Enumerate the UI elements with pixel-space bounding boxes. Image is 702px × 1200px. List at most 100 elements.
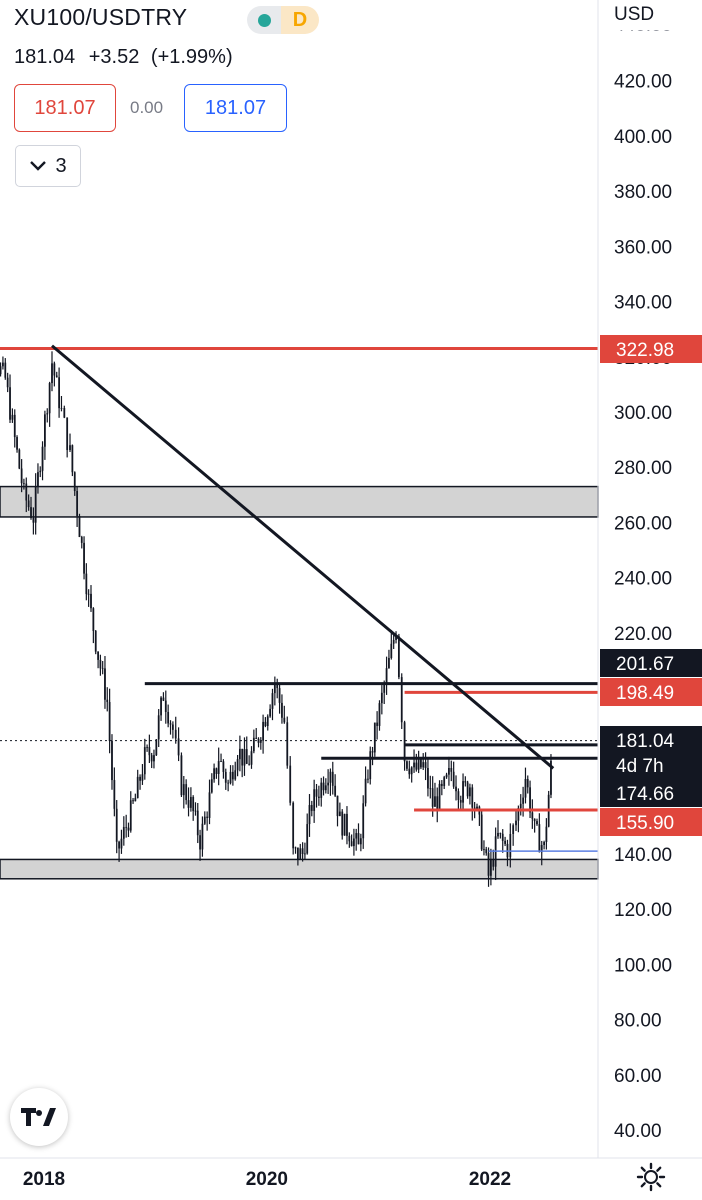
candle-body bbox=[531, 812, 534, 819]
candle-body bbox=[115, 808, 118, 842]
candle-body bbox=[180, 755, 183, 796]
candle-body bbox=[364, 778, 367, 804]
candle-body bbox=[78, 516, 81, 538]
candle-body bbox=[324, 785, 327, 791]
candle-body bbox=[417, 758, 420, 770]
candle-body bbox=[286, 722, 289, 766]
candle-body bbox=[427, 768, 429, 789]
candle-body bbox=[415, 762, 418, 770]
candle-body bbox=[317, 796, 320, 798]
candle-body bbox=[141, 774, 144, 781]
candle-body bbox=[0, 366, 2, 375]
candle-body bbox=[136, 776, 139, 798]
candle-body bbox=[378, 703, 381, 726]
candle-body bbox=[334, 785, 337, 796]
candle-body bbox=[392, 639, 395, 644]
candle-body bbox=[46, 413, 49, 415]
candle-body bbox=[113, 780, 116, 809]
candle-body bbox=[250, 751, 253, 765]
candle-body bbox=[262, 721, 264, 741]
candle-body bbox=[355, 833, 358, 839]
buy-button[interactable]: 181.07 bbox=[184, 84, 287, 132]
interval-badge[interactable]: D bbox=[281, 6, 319, 34]
price-axis-tick: 40.00 bbox=[614, 1121, 662, 1142]
sell-button[interactable]: 181.07 bbox=[14, 84, 116, 132]
candle-body bbox=[385, 668, 388, 685]
time-axis-tick: 2022 bbox=[469, 1169, 511, 1190]
candle-body bbox=[162, 697, 165, 701]
candle-body bbox=[408, 768, 411, 775]
candle-body bbox=[160, 697, 162, 716]
candle-body bbox=[271, 693, 274, 709]
candle-body bbox=[436, 796, 439, 809]
candle-body bbox=[301, 848, 304, 854]
currency-label-bg bbox=[604, 0, 702, 30]
price-tag-label-5: 174.66 bbox=[616, 784, 674, 805]
candle-body bbox=[25, 483, 28, 501]
candle-body bbox=[278, 688, 281, 703]
candle-body bbox=[227, 782, 230, 784]
candle-body bbox=[455, 786, 457, 792]
price-axis-tick: 100.00 bbox=[614, 955, 672, 976]
price-tag-bg-0 bbox=[600, 335, 702, 363]
candle-body bbox=[462, 781, 464, 803]
candle-body bbox=[257, 738, 260, 743]
price-axis-tick: 420.00 bbox=[614, 72, 672, 93]
candle-body bbox=[224, 771, 227, 783]
candle-body bbox=[308, 805, 311, 825]
candle-body bbox=[39, 470, 42, 473]
candle-body bbox=[424, 762, 427, 769]
candle-body bbox=[83, 542, 85, 574]
candle-body bbox=[139, 776, 141, 781]
candle-body bbox=[53, 363, 56, 376]
last-price: 181.04 bbox=[14, 46, 76, 68]
candle-body bbox=[55, 375, 58, 378]
candle-body bbox=[194, 810, 197, 812]
price-tag-label-0: 322.98 bbox=[616, 340, 674, 361]
candle-body bbox=[445, 774, 448, 778]
candle-body bbox=[231, 771, 234, 780]
candle-body bbox=[111, 741, 113, 781]
candle-body bbox=[538, 824, 541, 853]
candle-body bbox=[245, 749, 248, 764]
candle-body bbox=[517, 808, 520, 821]
candle-body bbox=[199, 835, 201, 850]
candle-body bbox=[420, 758, 422, 768]
candle-body bbox=[13, 414, 16, 438]
price-axis-tick: 220.00 bbox=[614, 624, 672, 645]
candle-body bbox=[292, 802, 295, 849]
price-axis-tick: 280.00 bbox=[614, 458, 672, 479]
candle-body bbox=[341, 811, 344, 836]
symbol-title[interactable]: XU100/USDTRY bbox=[14, 4, 188, 30]
candle-body bbox=[422, 762, 425, 768]
time-axis-labels: 2018 2020 2022 bbox=[23, 1169, 511, 1190]
price-zone-1 bbox=[0, 858, 599, 880]
candle-body bbox=[206, 816, 209, 818]
price-axis-labels: 40.0060.0080.00100.00120.00140.00160.001… bbox=[614, 72, 672, 1143]
candle-body bbox=[60, 408, 63, 409]
candle-body bbox=[30, 507, 32, 518]
candle-body bbox=[153, 755, 155, 762]
settings-gear-icon[interactable] bbox=[636, 1162, 666, 1192]
candle-body bbox=[281, 702, 283, 718]
market-status-icon[interactable] bbox=[247, 6, 281, 34]
indicators-toggle[interactable]: 3 bbox=[15, 145, 81, 187]
candle-body bbox=[9, 387, 11, 420]
candle-body bbox=[118, 841, 120, 849]
candle-body bbox=[313, 789, 316, 811]
candle-body bbox=[529, 787, 531, 813]
tradingview-logo-icon[interactable] bbox=[10, 1088, 68, 1146]
candle-body bbox=[252, 737, 255, 752]
candle-body bbox=[476, 806, 478, 810]
candle-body bbox=[108, 702, 111, 742]
candle-body bbox=[362, 803, 365, 839]
candle-body bbox=[367, 778, 369, 780]
candle-body bbox=[524, 778, 527, 798]
candle-body bbox=[164, 700, 167, 712]
candle-body bbox=[125, 826, 128, 828]
price-tag-label-6: 155.90 bbox=[616, 813, 674, 834]
candle-body bbox=[174, 729, 177, 739]
candle-body bbox=[466, 782, 469, 797]
candle-body bbox=[94, 630, 97, 652]
